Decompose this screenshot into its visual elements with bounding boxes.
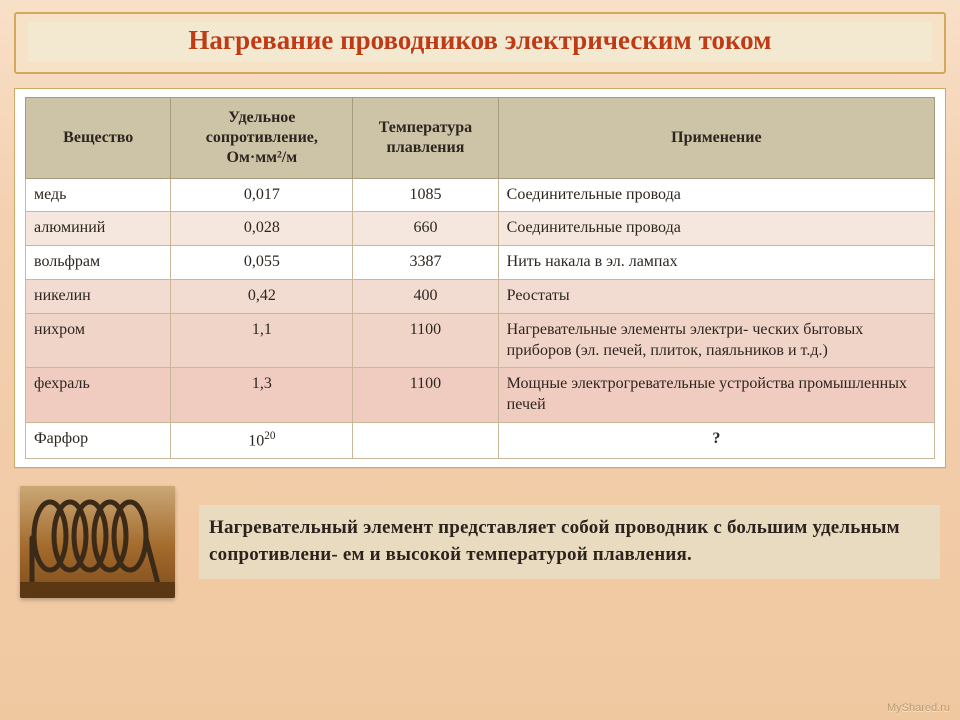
cell-resistivity: 1,3 xyxy=(171,368,353,423)
table-row: никелин0,42400Реостаты xyxy=(26,280,935,314)
table-row: медь0,0171085Соединительные провода xyxy=(26,178,935,212)
cell-application: Нагревательные элементы электри- ческих … xyxy=(498,313,934,368)
cell-resistivity: 0,017 xyxy=(171,178,353,212)
cell-melting-temp: 1085 xyxy=(353,178,498,212)
heating-coil-image xyxy=(20,486,175,598)
cell-resistivity: 0,028 xyxy=(171,212,353,246)
watermark: MyShared.ru xyxy=(887,702,950,714)
cell-melting-temp: 1100 xyxy=(353,368,498,423)
cell-application: Соединительные провода xyxy=(498,212,934,246)
cell-resistivity: 0,055 xyxy=(171,246,353,280)
table-row: Фарфор1020? xyxy=(26,423,935,459)
cell-substance: никелин xyxy=(26,280,171,314)
cell-melting-temp: 660 xyxy=(353,212,498,246)
cell-substance: медь xyxy=(26,178,171,212)
table-row: нихром1,11100Нагревательные элементы эле… xyxy=(26,313,935,368)
table-header-cell: Температура плавления xyxy=(353,97,498,178)
table-row: фехраль1,31100Мощные электрогревательные… xyxy=(26,368,935,423)
table-body: медь0,0171085Соединительные проводаалюми… xyxy=(26,178,935,459)
cell-substance: алюминий xyxy=(26,212,171,246)
cell-substance: Фарфор xyxy=(26,423,171,459)
conductors-table: ВеществоУдельное сопротивление, Ом·мм²/м… xyxy=(25,97,935,460)
table-header-cell: Применение xyxy=(498,97,934,178)
cell-melting-temp: 400 xyxy=(353,280,498,314)
cell-application: Реостаты xyxy=(498,280,934,314)
cell-melting-temp: 3387 xyxy=(353,246,498,280)
definition-note: Нагревательный элемент представляет собо… xyxy=(199,505,940,579)
cell-melting-temp: 1100 xyxy=(353,313,498,368)
cell-substance: нихром xyxy=(26,313,171,368)
cell-substance: фехраль xyxy=(26,368,171,423)
table-header-cell: Удельное сопротивление, Ом·мм²/м xyxy=(171,97,353,178)
table-row: вольфрам0,0553387Нить накала в эл. лампа… xyxy=(26,246,935,280)
cell-resistivity: 1,1 xyxy=(171,313,353,368)
cell-resistivity: 0,42 xyxy=(171,280,353,314)
table-row: алюминий0,028660Соединительные провода xyxy=(26,212,935,246)
cell-application: Нить накала в эл. лампах xyxy=(498,246,934,280)
cell-melting-temp xyxy=(353,423,498,459)
bottom-block: Нагревательный элемент представляет собо… xyxy=(14,486,946,598)
title-frame: Нагревание проводников электрическим ток… xyxy=(14,12,946,74)
cell-resistivity: 1020 xyxy=(171,423,353,459)
page-title: Нагревание проводников электрическим ток… xyxy=(28,22,932,62)
cell-application: Соединительные провода xyxy=(498,178,934,212)
table-header-row: ВеществоУдельное сопротивление, Ом·мм²/м… xyxy=(26,97,935,178)
cell-application: Мощные электрогревательные устройства пр… xyxy=(498,368,934,423)
cell-application: ? xyxy=(498,423,934,459)
table-header-cell: Вещество xyxy=(26,97,171,178)
cell-substance: вольфрам xyxy=(26,246,171,280)
table-card: ВеществоУдельное сопротивление, Ом·мм²/м… xyxy=(14,88,946,469)
